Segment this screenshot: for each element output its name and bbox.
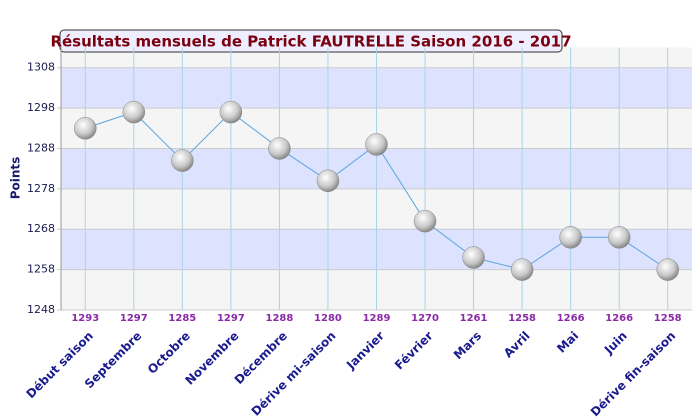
- marker: [122, 100, 146, 124]
- x-tick-label: Janvier: [343, 329, 387, 373]
- value-label: 1266: [557, 313, 585, 324]
- value-label: 1293: [71, 313, 99, 324]
- x-tick-label: Juin: [601, 329, 630, 358]
- value-label: 1258: [508, 313, 536, 324]
- y-tick-label: 1248: [27, 303, 55, 316]
- value-label: 1288: [266, 313, 294, 324]
- value-label: 1266: [605, 313, 633, 324]
- value-label: 1289: [363, 313, 391, 324]
- x-tick-label: Dérive fin-saison: [588, 329, 678, 419]
- y-tick-label: 1278: [27, 182, 55, 195]
- y-tick-label: 1258: [27, 263, 55, 276]
- x-tick-label: Mars: [451, 329, 484, 362]
- marker: [365, 133, 388, 156]
- y-tick-label: 1288: [27, 141, 55, 154]
- marker: [219, 100, 243, 124]
- value-label: 1297: [217, 313, 245, 324]
- value-label: 1261: [460, 313, 488, 324]
- y-tick-label: 1308: [27, 61, 55, 74]
- x-tick-label: Avril: [501, 329, 533, 361]
- y-tick-label: 1298: [27, 101, 55, 114]
- marker: [559, 226, 582, 249]
- marker: [74, 117, 97, 140]
- chart-title: Résultats mensuels de Patrick FAUTRELLE …: [50, 33, 571, 51]
- x-tick-label: Octobre: [145, 329, 193, 377]
- marker: [171, 149, 194, 172]
- marker: [510, 258, 534, 281]
- x-tick-label: Mai: [554, 329, 581, 356]
- marker: [607, 226, 631, 249]
- y-tick-label: 1268: [27, 222, 55, 235]
- y-axis-label: Points: [9, 157, 23, 200]
- marker: [413, 209, 437, 233]
- marker: [316, 169, 340, 193]
- value-label: 1280: [314, 313, 342, 324]
- marker: [268, 137, 291, 160]
- x-tick-label: Dérive mi-saison: [249, 329, 339, 419]
- value-label: 1270: [411, 313, 439, 324]
- value-label: 1285: [168, 313, 196, 324]
- value-label: 1297: [120, 313, 148, 324]
- title-box: [59, 29, 563, 53]
- value-label: 1258: [654, 313, 682, 324]
- marker: [462, 246, 485, 269]
- x-tick-label: Février: [392, 329, 436, 373]
- marker: [656, 258, 679, 281]
- x-tick-label: Début saison: [23, 329, 95, 401]
